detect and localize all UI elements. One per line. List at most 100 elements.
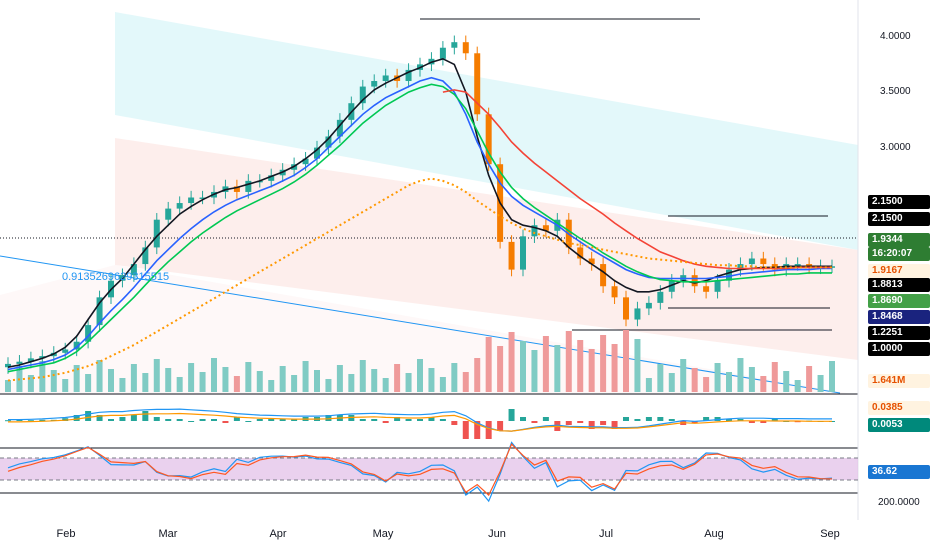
volume-bar <box>794 380 801 392</box>
candle-body <box>542 225 549 231</box>
candle-body <box>760 258 767 265</box>
macd-histogram-bar <box>668 419 675 421</box>
candle-body <box>382 75 389 82</box>
volume-bar <box>325 379 332 392</box>
volume-bar <box>428 368 435 392</box>
macd-line <box>8 408 832 432</box>
volume-bar <box>222 367 229 392</box>
price-tag: 0.0385 <box>868 401 930 415</box>
volume-bar <box>314 370 320 392</box>
volume-bar <box>96 360 103 392</box>
macd-histogram-bar <box>726 419 732 421</box>
candle-body <box>714 280 721 292</box>
candle-body <box>85 325 92 342</box>
macd-histogram-bar <box>119 417 126 421</box>
candle-body <box>188 197 195 204</box>
candle-body <box>142 247 149 265</box>
candle-body <box>623 297 629 320</box>
volume-bar <box>211 358 217 392</box>
macd-histogram-bar <box>27 420 34 422</box>
month-label: Jun <box>488 528 506 540</box>
price-tag: 1.9167 <box>868 264 930 278</box>
volume-bar <box>336 365 343 392</box>
volume-bar <box>714 363 721 392</box>
volume-bar <box>5 380 11 392</box>
macd-histogram-bar <box>348 415 355 421</box>
volume-bar <box>588 349 595 392</box>
volume-bar <box>474 358 481 392</box>
macd-histogram-bar <box>520 417 526 421</box>
candle-body <box>325 136 332 148</box>
macd-histogram-bar <box>176 419 183 421</box>
volume-bar <box>85 374 92 392</box>
macd-histogram-bar <box>531 421 538 423</box>
volume-bar <box>657 364 664 392</box>
volume-bar <box>199 372 206 392</box>
indicator-axis-label: 200.0000 <box>878 497 920 508</box>
macd-histogram-bar <box>691 421 698 423</box>
volume-bar <box>27 375 34 392</box>
macd-histogram-bar <box>439 419 446 421</box>
volume-bar <box>73 365 80 392</box>
month-label: May <box>372 528 394 540</box>
candle-body <box>130 264 137 276</box>
volume-bar <box>256 371 263 392</box>
volume-bar <box>611 344 618 392</box>
macd-histogram-bar <box>760 421 767 423</box>
volume-bar <box>531 350 538 392</box>
candle-body <box>336 119 343 137</box>
volume-bar <box>394 364 401 392</box>
volume-bar <box>829 361 835 392</box>
volume-bar <box>108 369 114 392</box>
volume-bar <box>142 373 149 392</box>
candle-body <box>39 356 46 359</box>
trendline <box>0 255 841 394</box>
macd-histogram-bar <box>291 419 298 421</box>
moving-average-line-4 <box>7 177 832 382</box>
candle-body <box>96 297 103 326</box>
macd-histogram-bar <box>211 419 217 421</box>
candle-body <box>462 42 469 54</box>
price-tag: 1.8813 <box>868 278 930 292</box>
volume-bar <box>817 375 824 392</box>
macd-histogram-bar <box>485 421 492 439</box>
candle-body <box>703 286 710 292</box>
price-tag: 1.2251 <box>868 326 930 340</box>
candle-body <box>600 264 607 287</box>
volume-bar <box>542 336 549 392</box>
macd-histogram-bar <box>165 419 172 421</box>
price-tag: 16:20:07 <box>868 247 930 261</box>
volume-bar <box>508 332 515 392</box>
lower-channel-fill <box>115 138 858 360</box>
volume-bar <box>748 367 755 392</box>
macd-histogram-bar <box>497 421 504 431</box>
macd-histogram-bar <box>256 419 263 421</box>
moving-average-line-2 <box>7 83 832 373</box>
rsi-band <box>0 458 858 480</box>
candle-body <box>5 363 11 368</box>
candle-body <box>668 280 675 292</box>
volume-bar <box>359 360 366 392</box>
volume-bar <box>771 362 778 392</box>
volume-bar <box>417 359 423 392</box>
moving-average-line-0 <box>7 57 832 368</box>
month-label: Jul <box>598 528 614 540</box>
macd-histogram-bar <box>588 421 595 429</box>
volume-bar <box>726 372 732 392</box>
macd-histogram-bar <box>474 421 481 439</box>
volume-bar <box>279 366 286 392</box>
macd-histogram-bar <box>714 417 721 421</box>
fib-annotation-label: 0.9135269629315515 <box>62 271 170 283</box>
month-label: Apr <box>269 528 287 540</box>
macd-histogram-bar <box>85 411 92 421</box>
moving-average-line-1 <box>7 76 832 371</box>
candle-body <box>645 302 652 309</box>
price-tag: 2.1500 <box>868 212 930 226</box>
candle-body <box>611 286 618 298</box>
macd-histogram-bar <box>5 420 11 422</box>
price-tag: 0.0053 <box>868 418 930 432</box>
volume-bar <box>405 373 412 392</box>
price-tag: 2.1500 <box>868 195 930 209</box>
